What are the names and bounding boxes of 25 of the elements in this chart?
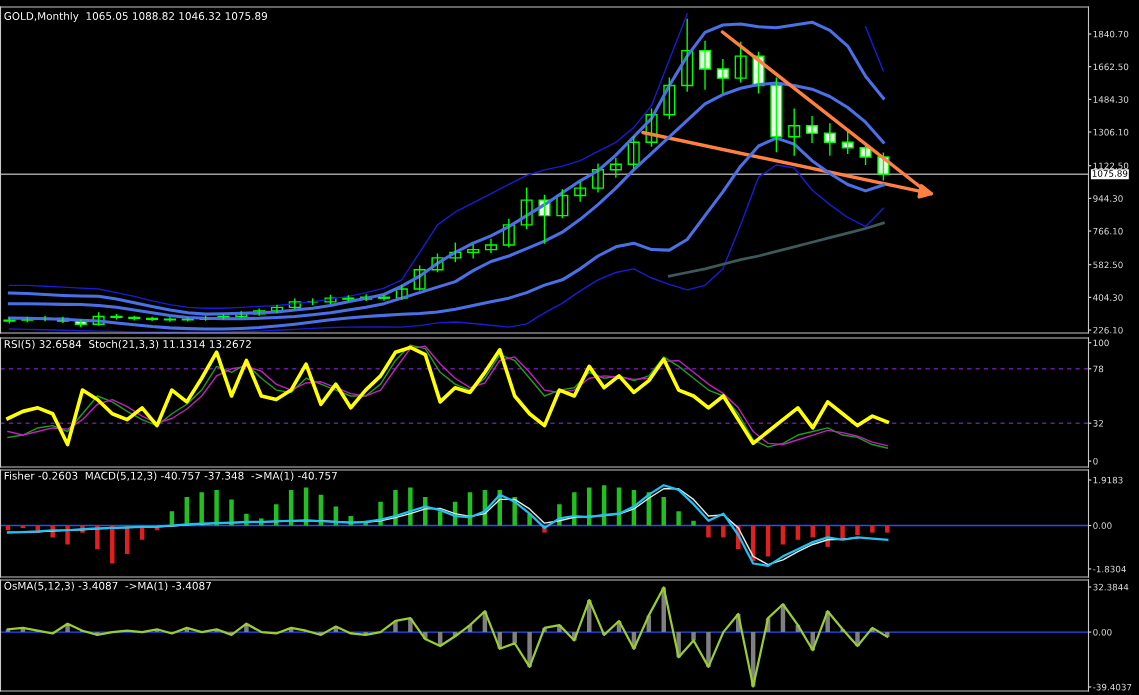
y-tick-label: 944.30 [1093, 195, 1123, 202]
y-tick-label: 582.50 [1093, 261, 1123, 269]
y-tick-label: 766.10 [1093, 227, 1123, 235]
y-tick-label: 1662.50 [1093, 63, 1129, 71]
y-tick-label: 100 [1093, 339, 1109, 347]
y-tick-label: 78 [1093, 365, 1104, 373]
chart-title: Fisher -0.2603 MACD(5,12,3) -40.757 -37.348 ->MA(1) -40.757 [4, 471, 337, 481]
y-tick-label: 0.00 [1093, 628, 1112, 636]
y-tick-label: 1306.10 [1093, 128, 1129, 136]
ref-line-label: 1075.89 [1092, 170, 1128, 177]
y-tick-label: 1840.70 [1093, 30, 1129, 38]
y-tick-label: 1.9183 [1093, 476, 1123, 484]
y-tick-label: 32.3844 [1093, 583, 1129, 591]
chart-title: RSI(5) 32.6584 Stoch(21,3,3) 11.1314 13.2672 [4, 339, 251, 350]
y-tick-label: 32 [1093, 420, 1103, 427]
y-tick-label: -1.8304 [1093, 565, 1126, 573]
y-tick-label: -39.4037 [1093, 683, 1132, 691]
y-tick-label: 1484.30 [1093, 96, 1129, 103]
y-tick-label: 0.00 [1093, 522, 1112, 529]
y-tick-label: 404.30 [1093, 294, 1123, 301]
y-tick-label: 226.10 [1093, 326, 1123, 334]
y-tick-label: 1122.50 [1093, 162, 1129, 170]
chart-title: GOLD,Monthly 1065.05 1088.82 1046.32 1075.89 [4, 11, 267, 22]
chart-title: OsMA(5,12,3) -3.4087 ->MA(1) -3.4087 [4, 581, 211, 591]
y-tick-label: 0 [1093, 457, 1098, 465]
